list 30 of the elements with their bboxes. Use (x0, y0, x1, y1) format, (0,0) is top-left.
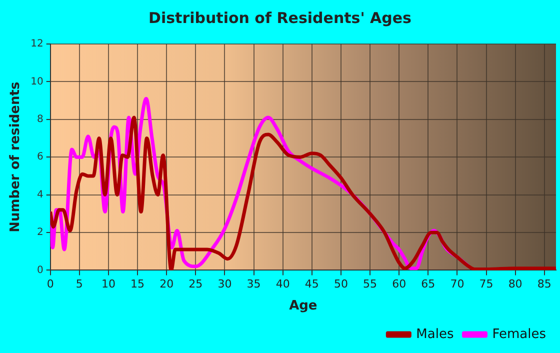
x-tick-label: 35 (246, 278, 261, 291)
x-tick-label: 0 (46, 278, 54, 291)
x-tick-label: 20 (160, 278, 174, 291)
legend-label: Males (416, 326, 454, 342)
x-tick-label: 10 (101, 278, 116, 291)
x-tick-label: 85 (537, 278, 552, 291)
x-axis-title: Age (289, 298, 318, 314)
y-tick-label: 0 (36, 264, 44, 276)
x-tick-label: 5 (76, 278, 83, 291)
x-tick-label: 45 (304, 278, 319, 291)
x-tick-label: 25 (188, 278, 203, 291)
x-tick-label: 70 (450, 278, 464, 291)
x-tick-label: 80 (508, 278, 522, 291)
x-tick-label: 75 (479, 278, 494, 291)
x-tick-label: 60 (392, 278, 406, 291)
y-axis-title: Number of residents (8, 82, 24, 232)
x-tick-label: 15 (130, 278, 145, 291)
y-tick-label: 12 (30, 38, 44, 50)
y-tick-label: 8 (36, 114, 44, 125)
x-tick-label: 30 (218, 278, 232, 291)
x-tick-label: 40 (276, 278, 290, 291)
x-tick-label: 50 (334, 278, 348, 291)
y-tick-label: 4 (36, 189, 44, 200)
x-tick-label: 55 (363, 278, 378, 291)
legend-label: Females (492, 326, 546, 342)
y-tick-label: 10 (30, 76, 44, 88)
y-tick-label: 6 (36, 152, 44, 163)
y-tick-label: 2 (36, 227, 44, 238)
x-tick-label: 65 (421, 278, 436, 291)
chart-title: Distribution of Residents' Ages (148, 8, 412, 27)
